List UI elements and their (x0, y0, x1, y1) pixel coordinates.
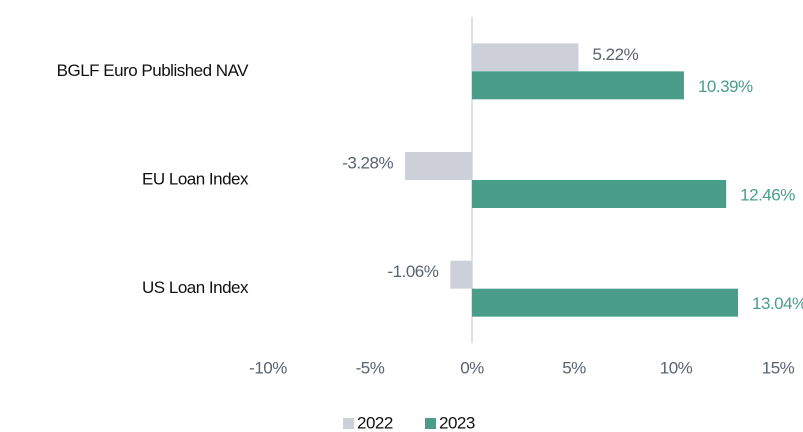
bar (472, 180, 727, 208)
legend-swatch (425, 418, 436, 429)
x-tick-label: -10% (249, 358, 287, 377)
value-label: -3.28% (342, 153, 393, 172)
x-tick-label: -5% (356, 358, 385, 377)
legend-label: 2023 (439, 413, 475, 432)
x-tick-label: 10% (660, 358, 693, 377)
x-tick-label: 5% (562, 358, 586, 377)
x-tick-label: 15% (762, 358, 795, 377)
bar (472, 43, 579, 72)
category-label: EU Loan Index (142, 169, 249, 188)
category-label: BGLF Euro Published NAV (57, 61, 249, 80)
value-label: 13.04% (752, 294, 803, 313)
value-label: -1.06% (388, 262, 439, 281)
bar (472, 288, 739, 317)
category-label: US Loan Index (142, 278, 249, 297)
legend-label: 2022 (357, 413, 393, 432)
x-tick-label: 0% (460, 358, 484, 377)
value-label: 10.39% (698, 77, 753, 96)
value-label: 12.46% (740, 185, 795, 204)
value-label: 5.22% (592, 45, 638, 64)
bar (472, 71, 684, 100)
legend-swatch (343, 418, 354, 429)
bar (405, 152, 472, 180)
bar (450, 260, 472, 289)
